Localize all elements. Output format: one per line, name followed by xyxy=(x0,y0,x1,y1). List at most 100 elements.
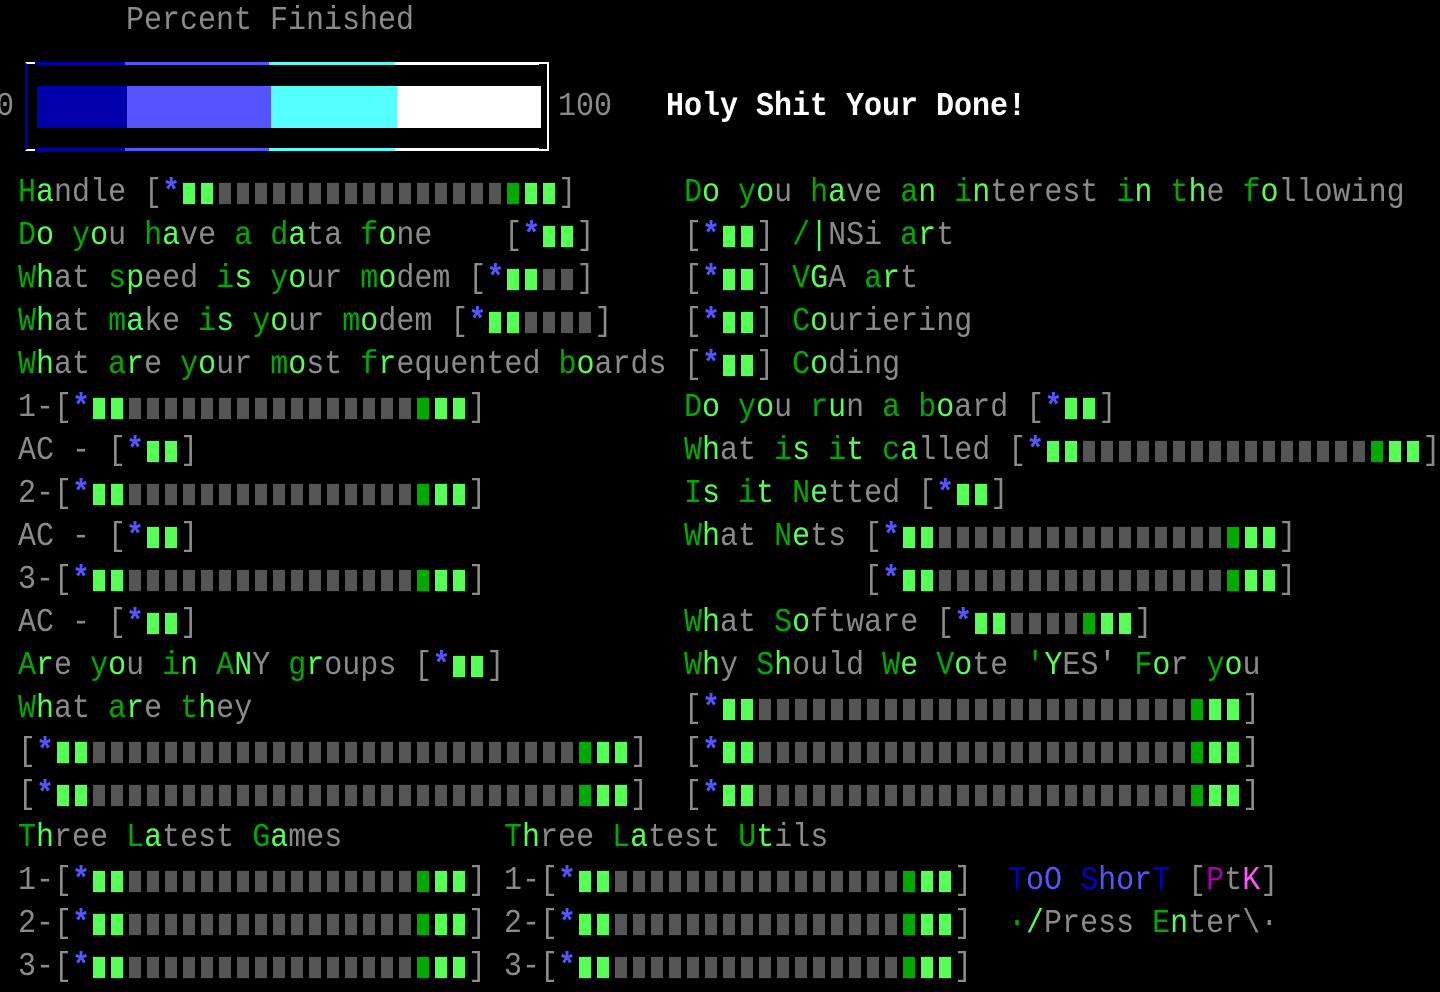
netted-field[interactable]: [*] xyxy=(918,470,1008,518)
util-2-field[interactable]: [*] xyxy=(540,900,972,948)
interest-coding-field[interactable]: [*] xyxy=(684,341,774,389)
field-bracket-open: [ xyxy=(918,474,937,513)
field-block xyxy=(810,943,828,991)
field-block xyxy=(936,943,954,991)
nets-field-2[interactable]: [*] xyxy=(864,556,1296,604)
field-block xyxy=(378,556,396,604)
field-block xyxy=(990,771,1008,819)
field-block xyxy=(450,556,468,604)
field-block xyxy=(288,771,306,819)
vote-field-3[interactable]: [*] xyxy=(684,771,1260,819)
field-block xyxy=(414,943,432,991)
field-block xyxy=(180,771,198,819)
field-star-icon: * xyxy=(702,689,721,728)
field-block xyxy=(774,900,792,948)
field-block xyxy=(972,771,990,819)
field-block xyxy=(738,728,756,776)
field-bracket-open: [ xyxy=(1008,431,1027,470)
field-star-icon: * xyxy=(126,431,145,470)
field-block xyxy=(1080,685,1098,733)
field-bracket-close: ] xyxy=(468,947,487,986)
field-block xyxy=(1062,771,1080,819)
field-block xyxy=(558,255,576,303)
vote-field-1[interactable]: [*] xyxy=(684,685,1260,733)
board-2-ac-field[interactable]: [*] xyxy=(108,513,198,561)
field-bracket-open: [ xyxy=(684,732,703,771)
field-block xyxy=(1044,427,1062,475)
field-block xyxy=(1080,384,1098,432)
game-1-field[interactable]: [*] xyxy=(54,857,486,905)
software-field[interactable]: [*] xyxy=(936,599,1152,647)
field-block xyxy=(936,556,954,604)
field-block xyxy=(342,728,360,776)
handle-field[interactable]: [*] xyxy=(144,169,576,217)
field-block xyxy=(972,728,990,776)
field-block xyxy=(918,556,936,604)
interest-ansi-field[interactable]: [*] xyxy=(684,212,774,260)
field-block xyxy=(1260,427,1278,475)
field-block xyxy=(54,771,72,819)
board-2-field[interactable]: [*] xyxy=(54,470,486,518)
field-block xyxy=(432,556,450,604)
field-block xyxy=(1206,771,1224,819)
field-block xyxy=(1332,427,1350,475)
boards-label: What are your most frequented boards xyxy=(18,345,667,384)
group-bracket-open: [ xyxy=(1188,861,1207,900)
vote-field-2[interactable]: [*] xyxy=(684,728,1260,776)
data-fone-field[interactable]: [*] xyxy=(504,212,594,260)
groups-what-field-2[interactable]: [*] xyxy=(18,771,648,819)
board-3-field[interactable]: [*] xyxy=(54,556,486,604)
field-block xyxy=(270,943,288,991)
field-block xyxy=(126,900,144,948)
field-block xyxy=(252,857,270,905)
board-3-ac-field[interactable]: [*] xyxy=(108,599,198,647)
field-block xyxy=(846,857,864,905)
field-block xyxy=(342,943,360,991)
field-bracket-close: ] xyxy=(180,431,199,470)
field-bracket-open: [ xyxy=(450,302,469,341)
field-block xyxy=(1116,685,1134,733)
run-board-field[interactable]: [*] xyxy=(1026,384,1116,432)
board-name-field[interactable]: [*] xyxy=(1008,427,1440,475)
field-block xyxy=(234,728,252,776)
groups-field[interactable]: [*] xyxy=(414,642,504,690)
nets-field-1[interactable]: [*] xyxy=(864,513,1296,561)
field-block xyxy=(540,169,558,217)
press-enter-prompt[interactable]: ·/Press Enter\· xyxy=(1008,904,1279,943)
interest-vga-field[interactable]: [*] xyxy=(684,255,774,303)
field-block xyxy=(450,943,468,991)
field-block xyxy=(918,900,936,948)
modem-make-field[interactable]: [*] xyxy=(450,298,612,346)
field-bracket-open: [ xyxy=(684,689,703,728)
field-block xyxy=(126,384,144,432)
field-star-icon: * xyxy=(522,216,541,255)
field-block xyxy=(162,384,180,432)
field-block xyxy=(864,900,882,948)
field-block xyxy=(270,169,288,217)
board-1-field[interactable]: [*] xyxy=(54,384,486,432)
util-3-field[interactable]: [*] xyxy=(540,943,972,991)
field-star-icon: * xyxy=(1044,388,1063,427)
field-bracket-close: ] xyxy=(1242,775,1261,814)
field-block xyxy=(594,771,612,819)
modem-speed-field[interactable]: [*] xyxy=(468,255,594,303)
field-block xyxy=(828,685,846,733)
board-1-ac-field[interactable]: [*] xyxy=(108,427,198,475)
field-block xyxy=(306,771,324,819)
field-block xyxy=(846,728,864,776)
field-block xyxy=(234,900,252,948)
field-block xyxy=(774,857,792,905)
groups-what-field-1[interactable]: [*] xyxy=(18,728,648,776)
field-block xyxy=(720,857,738,905)
field-block xyxy=(162,427,180,475)
field-block xyxy=(522,298,540,346)
game-3-field[interactable]: [*] xyxy=(54,943,486,991)
interest-couriering-field[interactable]: [*] xyxy=(684,298,774,346)
field-block xyxy=(1152,728,1170,776)
field-block xyxy=(1098,771,1116,819)
field-block xyxy=(90,857,108,905)
game-2-field[interactable]: [*] xyxy=(54,900,486,948)
util-1-field[interactable]: [*] xyxy=(540,857,972,905)
field-block xyxy=(558,728,576,776)
field-block xyxy=(882,943,900,991)
